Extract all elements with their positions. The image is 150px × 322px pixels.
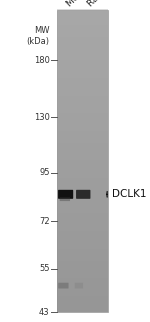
Text: Mouse brain: Mouse brain [65, 0, 111, 8]
Text: MW
(kDa): MW (kDa) [27, 26, 50, 46]
FancyBboxPatch shape [75, 283, 83, 289]
Text: 180: 180 [34, 56, 50, 65]
Text: 55: 55 [39, 264, 50, 273]
Text: 130: 130 [34, 113, 50, 122]
Text: 72: 72 [39, 217, 50, 226]
FancyBboxPatch shape [60, 197, 70, 201]
FancyBboxPatch shape [58, 283, 69, 289]
Text: Rat brain: Rat brain [86, 0, 122, 8]
Bar [57, 10, 108, 312]
FancyBboxPatch shape [58, 190, 73, 199]
Text: DCLK1: DCLK1 [112, 189, 146, 199]
Text: 95: 95 [39, 168, 50, 177]
FancyBboxPatch shape [76, 190, 90, 199]
Text: 43: 43 [39, 308, 50, 317]
